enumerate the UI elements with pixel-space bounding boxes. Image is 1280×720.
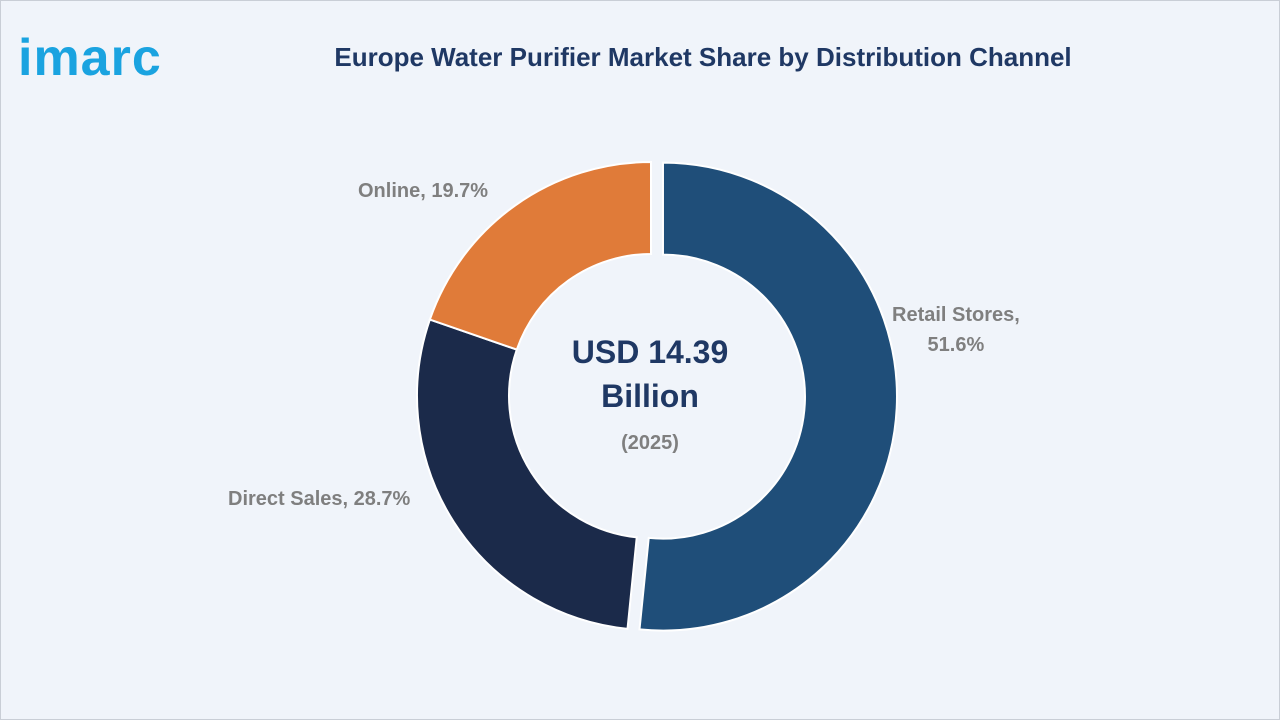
center-total-amount: USD 14.39 — [571, 334, 729, 370]
center-year: (2025) — [621, 432, 679, 454]
slice-retail-stores — [638, 161, 898, 632]
logo-text: imarc — [18, 29, 162, 87]
chart-title: Europe Water Purifier Market Share by Di… — [334, 42, 1072, 72]
imarc-logo: imarc — [18, 29, 162, 87]
center-total-value: USD 14.39 Billion — [500, 330, 800, 418]
slice-online — [428, 160, 652, 351]
slice-label-retail-stores-line2: 51.6% — [927, 334, 985, 356]
slice-label-retail-stores: Retail Stores, 51.6% — [892, 300, 1020, 360]
slice-direct-sales — [416, 318, 638, 630]
slice-label-online: Online, 19.7% — [358, 180, 489, 202]
slice-label-direct-sales: Direct Sales, 28.7% — [228, 488, 411, 510]
slice-label-retail-stores-line1: Retail Stores, — [892, 304, 1020, 326]
center-total-text: USD 14.39 Billion — [500, 330, 800, 418]
center-total-unit: Billion — [601, 378, 699, 414]
